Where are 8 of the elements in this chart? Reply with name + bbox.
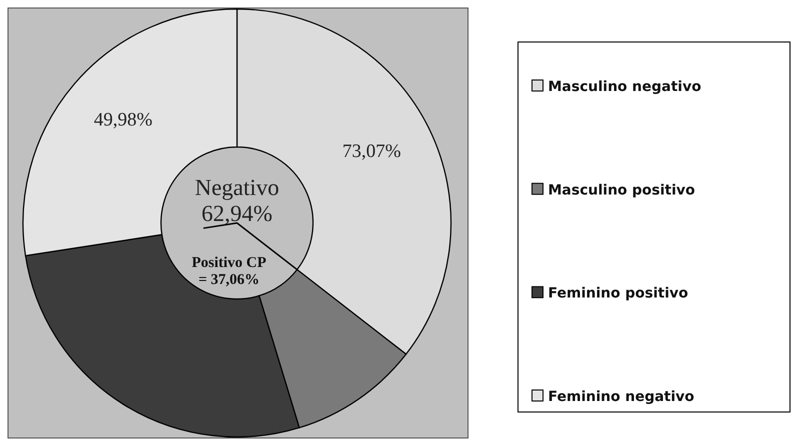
text: 73,07% [342,141,401,162]
text: Negativo 62,94% [194,175,280,226]
text: 49,98% [94,109,152,130]
legend-label: Feminino positivo [548,286,688,302]
text: Positivo CP = 37,06% [192,255,266,288]
legend-label: Masculino negativo [548,79,702,95]
legend-label: Masculino positivo [548,182,696,198]
legend-label: Feminino negativo [548,389,695,405]
